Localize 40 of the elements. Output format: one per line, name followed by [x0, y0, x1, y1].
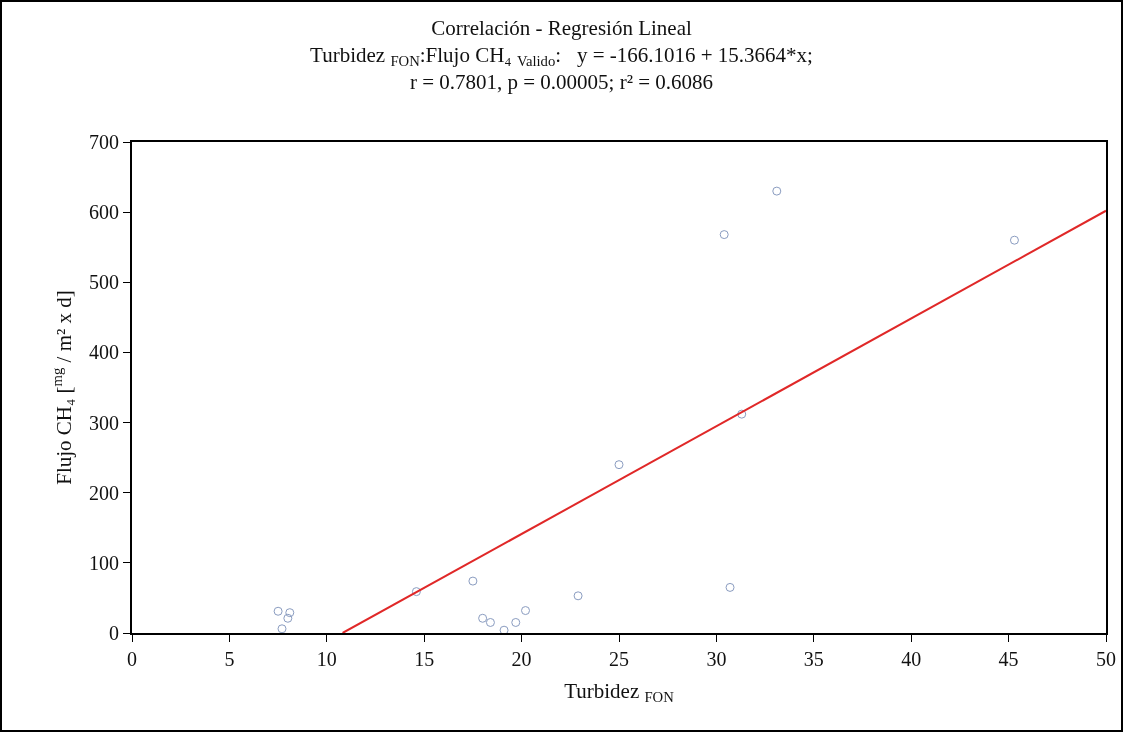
x-tick-label: 35 [803, 648, 824, 670]
x-tick-label: 5 [224, 648, 235, 670]
point [614, 460, 624, 470]
point [737, 409, 747, 419]
point [511, 617, 521, 627]
x-tick-label: 50 [1096, 648, 1116, 670]
y-tick-label: 0 [109, 622, 119, 644]
point [285, 608, 295, 618]
chart-subtitle: Turbidez $_{FON}$:Flujo CH₄ $_{Valido}$: y = -166.1016 + 15.3664*x; [310, 43, 813, 70]
x-tick-label: 45 [998, 648, 1019, 670]
point [478, 613, 488, 623]
point [725, 582, 735, 592]
point [1009, 235, 1019, 245]
y-tick-label: 600 [89, 201, 119, 224]
point [485, 617, 495, 627]
y-tick-label: 700 [89, 131, 119, 153]
point [283, 613, 293, 623]
x-tick-label: 20 [511, 648, 532, 670]
x-tick-label: 10 [316, 648, 337, 670]
point [411, 587, 421, 597]
y-tick-label: 500 [89, 271, 119, 294]
x-tick-label: 25 [609, 648, 629, 670]
point [521, 606, 530, 616]
point [772, 186, 782, 196]
x-tick-label: 30 [706, 648, 727, 670]
x-tick-label: 40 [901, 648, 922, 670]
point [719, 230, 729, 240]
y-tick-label: 200 [89, 481, 119, 504]
point [468, 576, 478, 586]
x-axis-title: Turbidez $_{FON}$ [564, 678, 675, 706]
text: r = 0.7801, p = 0.00005; r² = 0.6086 [409, 70, 714, 95]
y-tick-label: 400 [89, 341, 119, 364]
chart-title: Correlación - Regresión Lineal [431, 15, 692, 40]
x-tick-label: 0 [127, 648, 137, 670]
y-tick-label: 300 [89, 411, 119, 434]
y-tick-label: 100 [89, 551, 119, 574]
point [273, 606, 283, 616]
point [573, 591, 583, 601]
point [277, 624, 287, 634]
x-tick-label: 15 [414, 648, 435, 670]
